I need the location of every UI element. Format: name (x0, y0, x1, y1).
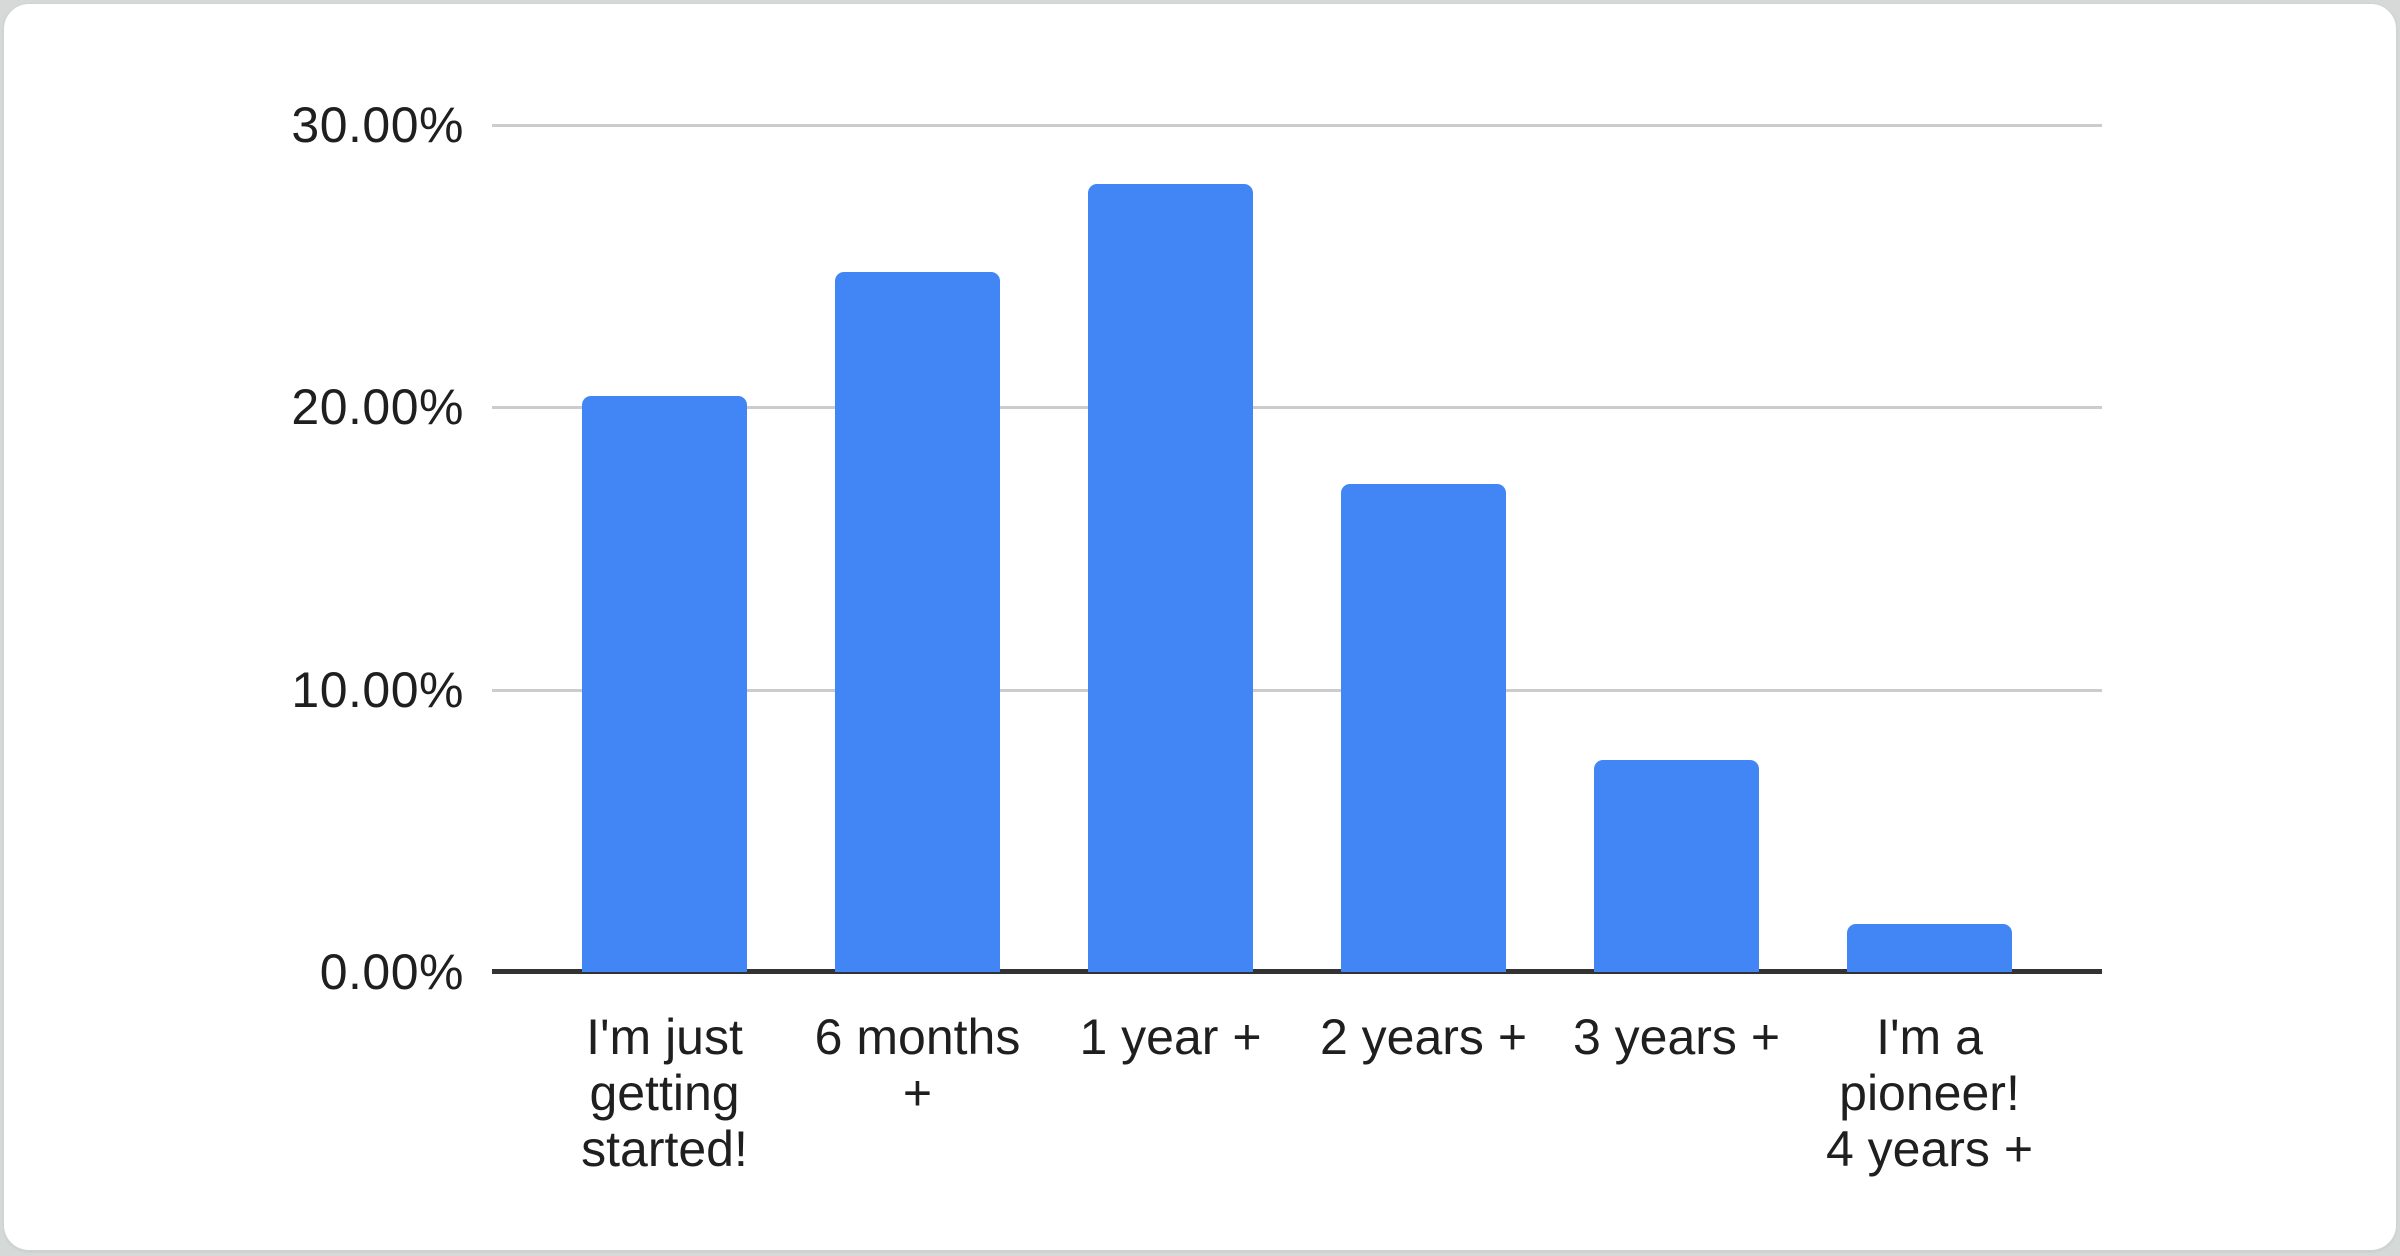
x-axis-category-label: 1 year + (1079, 1009, 1262, 1065)
y-axis-tick-label: 30.00% (291, 97, 464, 153)
bar-column (1297, 125, 1550, 972)
bar-i-m-a-pioneer-4-years[interactable] (1847, 924, 2012, 972)
bars-row (538, 125, 2056, 972)
y-axis-tick-label: 10.00% (291, 661, 464, 718)
y-axis-tick-label: 0.00% (319, 944, 464, 1000)
bar-6-months[interactable] (835, 271, 1000, 972)
gridline-20.00% (492, 406, 2102, 410)
x-axis-labels: I'm just getting started! 6 months + 1 yea… (538, 1009, 2056, 1177)
bar-chart: 0.00% 10.00% 20.00% 30.00% I'm just getting… (4, 4, 2396, 1250)
bar-1-year[interactable] (1088, 184, 1253, 972)
bar-column (1044, 125, 1297, 972)
bar-column (791, 125, 1044, 972)
chart-card: 0.00% 10.00% 20.00% 30.00% I'm just getting… (3, 3, 2397, 1251)
x-axis-category-label: I'm just getting started! (581, 1009, 748, 1177)
bar-2-years[interactable] (1341, 483, 1506, 972)
bar-3-years[interactable] (1594, 760, 1759, 972)
x-axis-category-label: 6 months + (814, 1009, 1021, 1121)
x-axis-category-label: 2 years + (1319, 1009, 1528, 1065)
gridline-10.00% (492, 688, 2102, 692)
y-axis-tick-label: 20.00% (291, 379, 464, 436)
x-axis-baseline (492, 969, 2102, 974)
gridline-30.00% (492, 124, 2102, 127)
plot-area (492, 124, 2102, 974)
bar-column (1803, 125, 2056, 972)
bar-column (1550, 125, 1803, 972)
x-axis-category-label: 3 years + (1572, 1009, 1781, 1065)
x-axis-category-label: I'm a pioneer! 4 years + (1825, 1009, 2034, 1177)
bar-column (538, 125, 791, 972)
bar-i-m-just-getting-started[interactable] (582, 396, 747, 972)
